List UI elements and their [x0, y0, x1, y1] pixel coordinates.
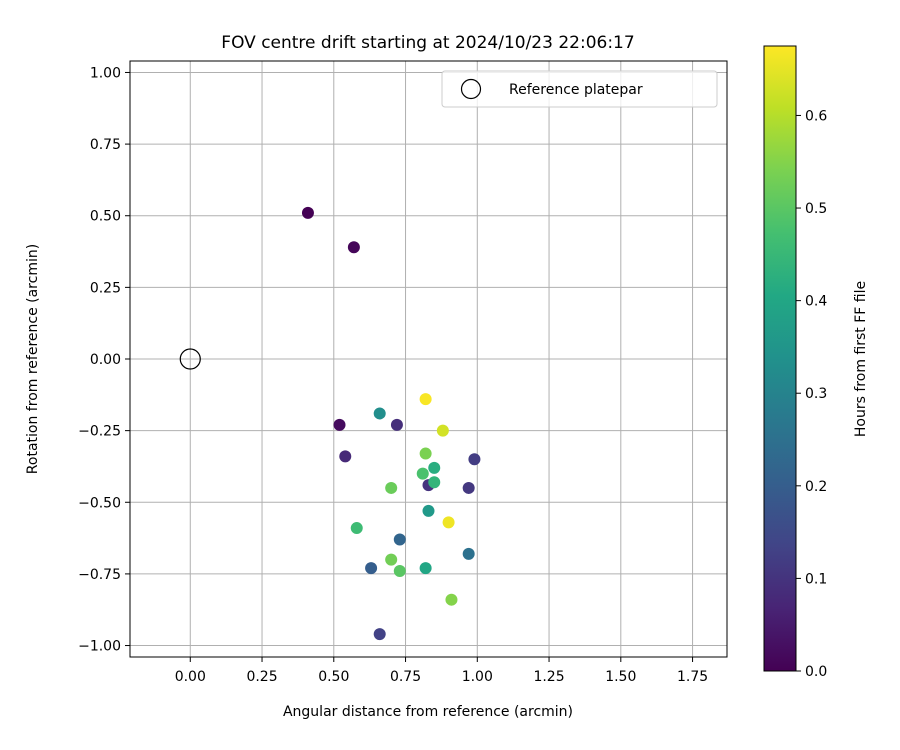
- y-axis-label: Rotation from reference (arcmin): [25, 244, 41, 474]
- x-tick-label: 0.50: [318, 669, 349, 685]
- x-tick-label: 0.25: [246, 669, 277, 685]
- scatter-point: [422, 504, 435, 517]
- colorbar-tick-label: 0.6: [805, 108, 827, 124]
- scatter-point: [385, 553, 398, 566]
- scatter-point: [393, 533, 406, 546]
- scatter-point: [350, 522, 363, 535]
- scatter-point: [333, 418, 346, 431]
- x-tick-label: 1.75: [677, 669, 708, 685]
- scatter-point: [390, 418, 403, 431]
- scatter-point: [436, 424, 449, 437]
- y-tick-label: 0.00: [90, 352, 121, 368]
- legend-label: Reference platepar: [509, 82, 643, 98]
- colorbar-label: Hours from first FF file: [853, 281, 869, 437]
- scatter-point: [419, 562, 432, 575]
- x-tick-label: 1.50: [605, 669, 636, 685]
- colorbar-tick-label: 0.4: [805, 294, 827, 310]
- legend-box: [441, 70, 718, 108]
- scatter-point: [468, 453, 481, 466]
- colorbar-gradient: [763, 45, 797, 672]
- scatter-point: [373, 407, 386, 420]
- y-tick-label: −0.75: [78, 567, 121, 583]
- reference-marker: [179, 348, 201, 370]
- x-tick-label: 1.00: [462, 669, 493, 685]
- y-tick-label: 0.50: [90, 209, 121, 225]
- scatter-point: [419, 393, 432, 406]
- x-tick-label: 0.00: [175, 669, 206, 685]
- scatter-point: [365, 562, 378, 575]
- y-tick-label: 1.00: [90, 65, 121, 81]
- y-axis-ticks: 1.00 0.75 0.50 0.25 0.00 −0.25 −0.50 −0.75 −1.00: [78, 65, 130, 655]
- colorbar-tick-label: 0.3: [805, 386, 827, 402]
- y-tick-label: −0.50: [78, 495, 121, 511]
- legend: Reference platepar: [441, 70, 718, 108]
- colorbar-tick-label: 0.2: [805, 479, 827, 495]
- reference-point: [179, 348, 201, 370]
- grid-lines: [130, 61, 727, 657]
- colorbar-tick-label: 0.0: [805, 664, 827, 680]
- x-axis-label: Angular distance from reference (arcmin): [283, 704, 573, 720]
- y-tick-label: 0.75: [90, 137, 121, 153]
- scatter-point: [445, 593, 458, 606]
- x-tick-label: 1.25: [533, 669, 564, 685]
- scatter-points: [301, 206, 481, 641]
- scatter-point: [442, 516, 455, 529]
- scatter-point: [393, 565, 406, 578]
- colorbar-tick-label: 0.5: [805, 201, 827, 217]
- legend-marker-icon: [460, 78, 482, 100]
- x-tick-label: 0.75: [390, 669, 421, 685]
- scatter-point: [301, 206, 314, 219]
- scatter-point: [347, 241, 360, 254]
- y-tick-label: −0.25: [78, 424, 121, 440]
- y-tick-label: −1.00: [78, 639, 121, 655]
- scatter-point: [385, 481, 398, 494]
- colorbar-tick-label: 0.1: [805, 571, 827, 587]
- scatter-point: [462, 547, 475, 560]
- scatter-point: [373, 628, 386, 641]
- scatter-point: [416, 467, 429, 480]
- scatter-point: [428, 461, 441, 474]
- colorbar: 0.0 0.1 0.2 0.3 0.4 0.5 0.6 Hours from first F…: [763, 45, 869, 680]
- scatter-point: [419, 447, 432, 460]
- scatter-point: [428, 476, 441, 489]
- chart-title: FOV centre drift starting at 2024/10/23 …: [221, 33, 634, 53]
- scatter-point: [339, 450, 352, 463]
- x-axis-ticks: 0.00 0.25 0.50 0.75 1.00 1.25 1.50 1.75: [175, 657, 708, 685]
- scatter-point: [462, 481, 475, 494]
- colorbar-ticks: 0.0 0.1 0.2 0.3 0.4 0.5 0.6: [796, 108, 827, 680]
- y-tick-label: 0.25: [90, 280, 121, 296]
